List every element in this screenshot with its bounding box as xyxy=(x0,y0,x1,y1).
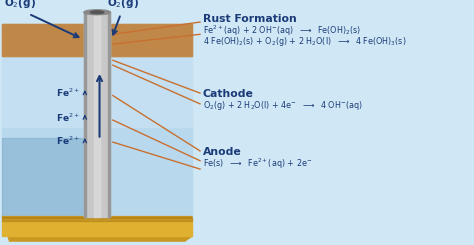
Text: 4 Fe(OH)$_2$(s) + O$_2$(g) + 2 H$_2$O(l)  $\longrightarrow$  4 Fe(OH)$_3$(s): 4 Fe(OH)$_2$(s) + O$_2$(g) + 2 H$_2$O(l)… xyxy=(203,35,406,48)
Bar xyxy=(108,12,110,217)
Text: O$_2$(g) + 2 H$_2$O(l) + 4e$^{-}$  $\longrightarrow$  4 OH$^{-}$(aq): O$_2$(g) + 2 H$_2$O(l) + 4e$^{-}$ $\long… xyxy=(203,99,363,112)
Bar xyxy=(2,219,192,236)
Ellipse shape xyxy=(84,10,110,15)
Text: Fe$^{2+}$: Fe$^{2+}$ xyxy=(56,135,80,147)
Text: Fe$^{2+}$(aq) + 2 OH$^{-}$(aq)  $\longrightarrow$  Fe(OH)$_2$(s): Fe$^{2+}$(aq) + 2 OH$^{-}$(aq) $\longrig… xyxy=(203,24,361,38)
Text: Rust Formation: Rust Formation xyxy=(203,14,297,24)
Bar xyxy=(2,24,192,56)
Ellipse shape xyxy=(91,11,104,13)
Text: Fe$^{2+}$: Fe$^{2+}$ xyxy=(56,111,80,124)
Bar xyxy=(84,12,86,217)
Bar xyxy=(2,24,192,56)
Bar xyxy=(84,12,110,217)
Text: Fe$^{2+}$: Fe$^{2+}$ xyxy=(56,87,80,99)
Bar xyxy=(2,217,192,221)
Bar xyxy=(2,138,88,217)
Text: Fe(s)  $\longrightarrow$  Fe$^{2+}$(aq) + 2e$^{-}$: Fe(s) $\longrightarrow$ Fe$^{2+}$(aq) + … xyxy=(203,157,312,171)
Text: Anode: Anode xyxy=(203,147,242,157)
Bar xyxy=(2,56,192,127)
Text: O$_2$(g): O$_2$(g) xyxy=(4,0,36,10)
Text: Cathode: Cathode xyxy=(203,89,254,99)
Bar xyxy=(94,12,100,217)
Bar xyxy=(2,56,192,217)
Polygon shape xyxy=(2,217,192,241)
Text: O$_2$(g): O$_2$(g) xyxy=(107,0,139,10)
